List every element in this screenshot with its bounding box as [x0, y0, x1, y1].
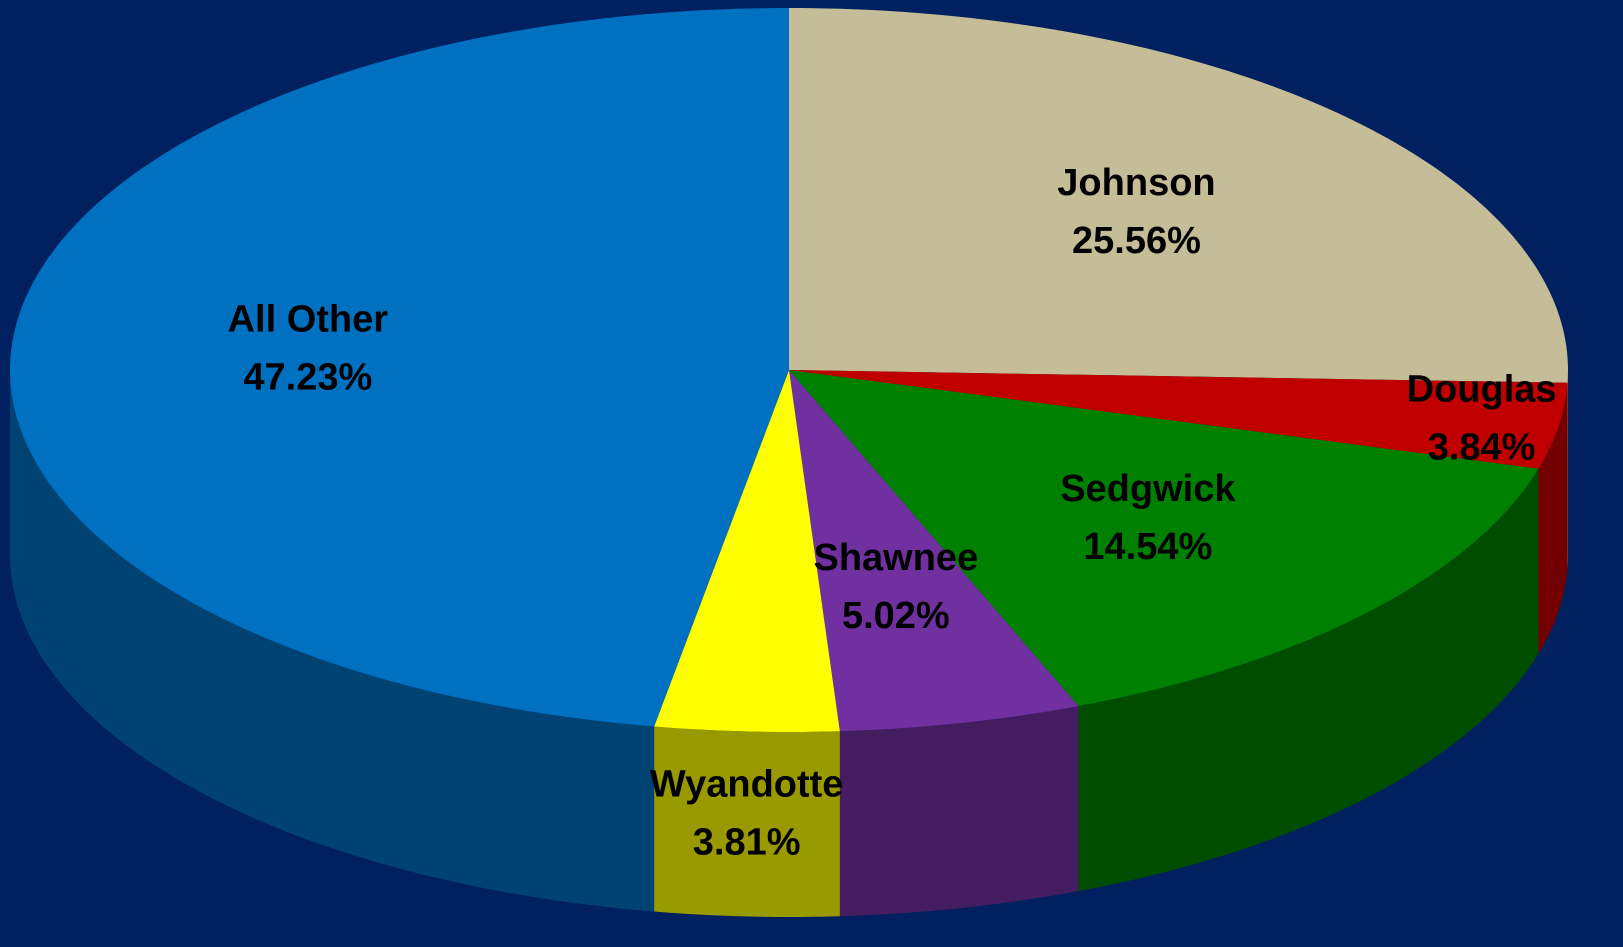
slice-value: 14.54% — [1083, 526, 1212, 568]
slice-side — [10, 370, 655, 912]
slice-name: Shawnee — [813, 537, 978, 579]
slice — [789, 8, 1568, 383]
slice-name: Douglas — [1407, 369, 1557, 411]
slice — [789, 370, 1539, 707]
slice — [789, 370, 1568, 469]
slice-side — [1078, 468, 1539, 892]
slice-value: 3.84% — [1428, 427, 1536, 469]
slice-value: 3.81% — [693, 821, 801, 863]
slice-name: Wyandotte — [650, 763, 844, 805]
slice-name: Sedgwick — [1060, 468, 1236, 510]
slice-side — [1538, 382, 1568, 654]
slice — [10, 8, 790, 727]
slice-name: All Other — [228, 299, 389, 341]
slice-value: 25.56% — [1072, 220, 1201, 262]
slice-name: Johnson — [1057, 162, 1215, 204]
slice-value: 5.02% — [842, 595, 950, 637]
slice-side — [839, 706, 1079, 917]
slice-value: 47.23% — [243, 357, 372, 399]
slice-side — [654, 726, 840, 917]
slice — [789, 370, 1079, 732]
slice — [654, 370, 840, 732]
